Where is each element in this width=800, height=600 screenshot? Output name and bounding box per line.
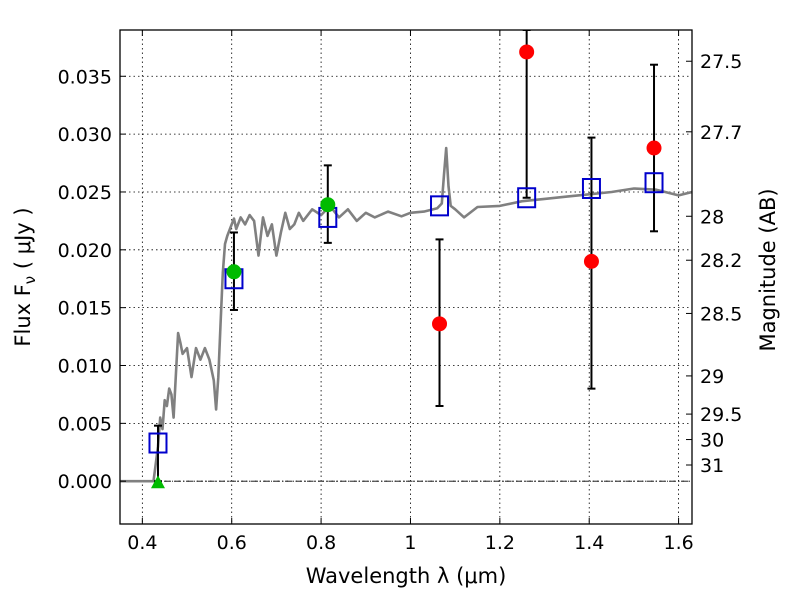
x-tick-label: 0.8: [306, 532, 336, 554]
green-photometry-point: [226, 264, 242, 280]
y2-axis-title: Magnitude (AB): [756, 188, 780, 351]
y2-tick-label: 28.5: [700, 303, 742, 325]
green-upper-limit-triangle: [150, 475, 165, 489]
y2-tick-label: 30: [700, 430, 724, 452]
x-tick-label: 1.4: [574, 532, 604, 554]
x-tick-label: 0.6: [217, 532, 247, 554]
red-photometry-point: [519, 44, 535, 60]
x-tick-label: 1.2: [485, 532, 515, 554]
y-axis-title-unit: ( μJy ): [11, 207, 35, 275]
y-tick-label: 0.025: [58, 182, 112, 204]
x-tick-label: 0.4: [127, 532, 157, 554]
plot-frame: [119, 29, 693, 525]
y-tick-label: 0.005: [58, 413, 112, 435]
x-axis-title: Wavelength λ (μm): [306, 564, 507, 588]
y-axis-title-subscript: ν: [21, 276, 39, 284]
red-photometry-point: [432, 316, 448, 332]
y-tick-label: 0.030: [58, 124, 112, 146]
y-tick-label: 0.010: [58, 356, 112, 378]
x-tick-label: 1.6: [663, 532, 693, 554]
y2-tick-label: 27.5: [700, 51, 742, 73]
red-photometry-point: [583, 253, 599, 269]
green-photometry-point: [320, 197, 336, 213]
model-spectrum-line: [120, 146, 692, 483]
y2-tick-label: 28.2: [700, 250, 742, 272]
model-spectrum: [120, 146, 692, 483]
y2-tick-label: 31: [700, 455, 724, 477]
model-photometry-square: [517, 187, 537, 209]
y2-tick-label: 29.5: [700, 404, 742, 426]
x-tick-label: 1: [404, 532, 416, 554]
red-photometry-point: [646, 140, 662, 156]
y-tick-label: 0.015: [58, 298, 112, 320]
y-axis-title-main: Flux F: [11, 284, 35, 346]
grid: [120, 30, 692, 524]
y-tick-label: 0.000: [58, 471, 112, 493]
y-axis-title: Flux Fν ( μJy ): [11, 207, 39, 346]
model-photometry-square: [581, 177, 601, 199]
y2-tick-label: 29: [700, 366, 724, 388]
y2-tick-label: 27.7: [700, 122, 742, 144]
model-photometry-square: [148, 432, 168, 454]
y2-tick-label: 28: [700, 206, 724, 228]
model-photometry-square: [644, 172, 664, 194]
photometry-markers: [148, 44, 664, 489]
y-tick-label: 0.035: [58, 66, 112, 88]
y-tick-label: 0.020: [58, 240, 112, 262]
model-photometry-square: [430, 195, 450, 217]
axis-ticks: 0.4 0.6 0.8 1 1.2 1.4 1.6 0.000 0.005 0.010 0.015 0…: [58, 30, 742, 554]
